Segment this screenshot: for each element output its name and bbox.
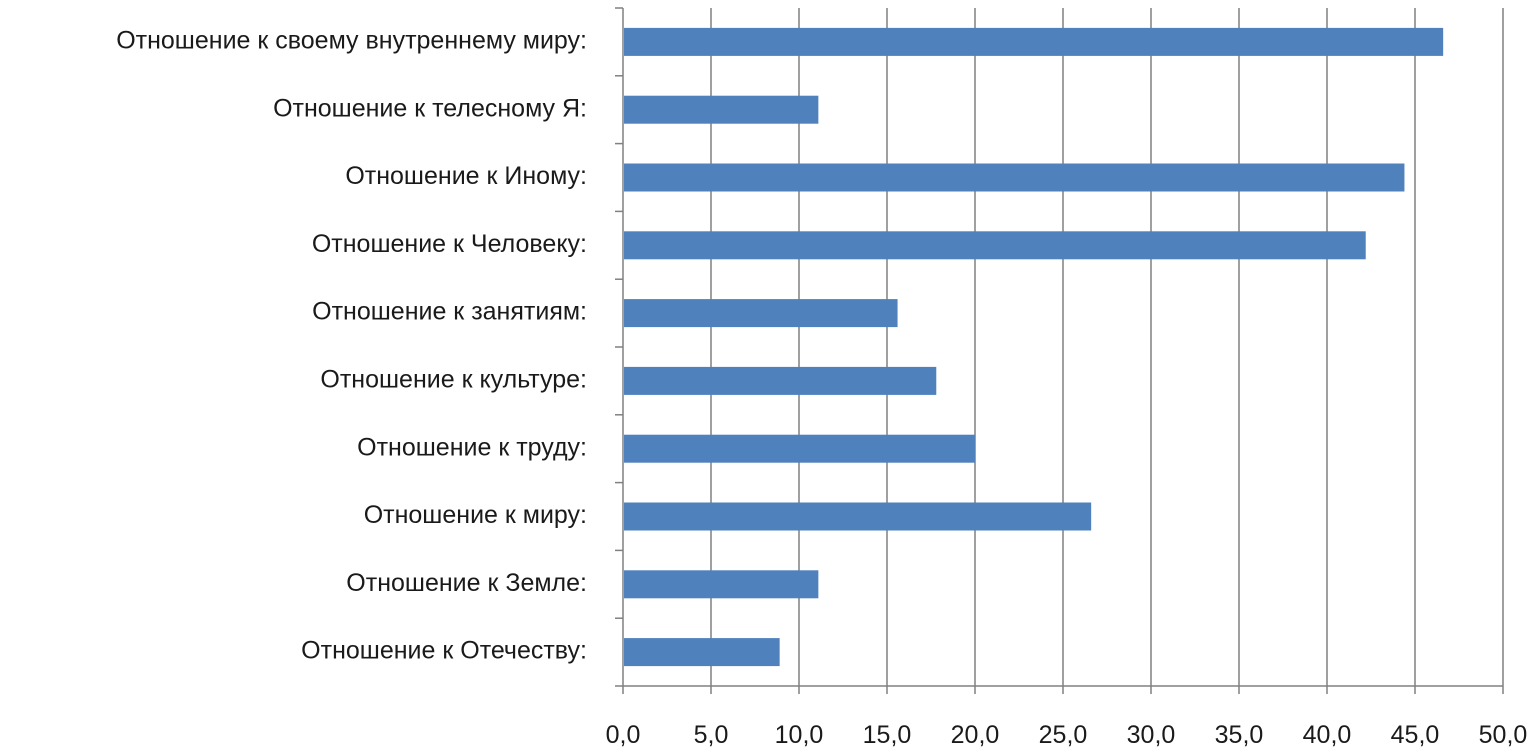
category-label-5: Отношение к культуре:: [320, 366, 587, 394]
bar-0: [624, 28, 1443, 56]
x-tick-label-0: 0,0: [606, 721, 641, 749]
x-tick-label-4: 20,0: [951, 721, 1000, 749]
bar-4: [624, 299, 898, 327]
category-label-6: Отношение к труду:: [357, 433, 587, 461]
x-tick-label-9: 45,0: [1391, 721, 1440, 749]
x-tick-label-5: 25,0: [1039, 721, 1088, 749]
category-label-4: Отношение к занятиям:: [312, 298, 587, 326]
gridlines: [711, 8, 1503, 686]
bar-7: [624, 503, 1091, 531]
category-labels: Отношение к своему внутреннему миру: Отно…: [116, 27, 587, 665]
bars: [624, 28, 1443, 666]
category-label-7: Отношение к миру:: [364, 501, 587, 529]
category-label-2: Отношение к Иному:: [345, 162, 587, 190]
category-label-8: Отношение к Земле:: [346, 569, 587, 597]
x-tick-label-3: 15,0: [863, 721, 912, 749]
bar-9: [624, 638, 780, 666]
x-tick-label-7: 35,0: [1215, 721, 1264, 749]
category-label-3: Отношение к Человеку:: [312, 230, 587, 258]
x-tick-label-10: 50,0: [1479, 721, 1528, 749]
category-label-0: Отношение к своему внутреннему миру:: [116, 27, 587, 55]
tick-labels: 0,0 5,0 10,0 15,0 20,0 25,0 30,0 35,0 40,0 45,0 50…: [606, 721, 1528, 749]
x-tick-label-2: 10,0: [775, 721, 824, 749]
bar-8: [624, 570, 818, 598]
bar-6: [624, 435, 975, 463]
category-label-1: Отношение к телесному Я:: [273, 94, 587, 122]
bar-3: [624, 231, 1366, 259]
x-tick-label-1: 5,0: [694, 721, 729, 749]
x-tick-label-6: 30,0: [1127, 721, 1176, 749]
bar-5: [624, 367, 936, 395]
bar-2: [624, 164, 1404, 192]
x-tick-label-8: 40,0: [1303, 721, 1352, 749]
bar-1: [624, 96, 818, 124]
category-label-9: Отношение к Отечеству:: [301, 637, 587, 665]
